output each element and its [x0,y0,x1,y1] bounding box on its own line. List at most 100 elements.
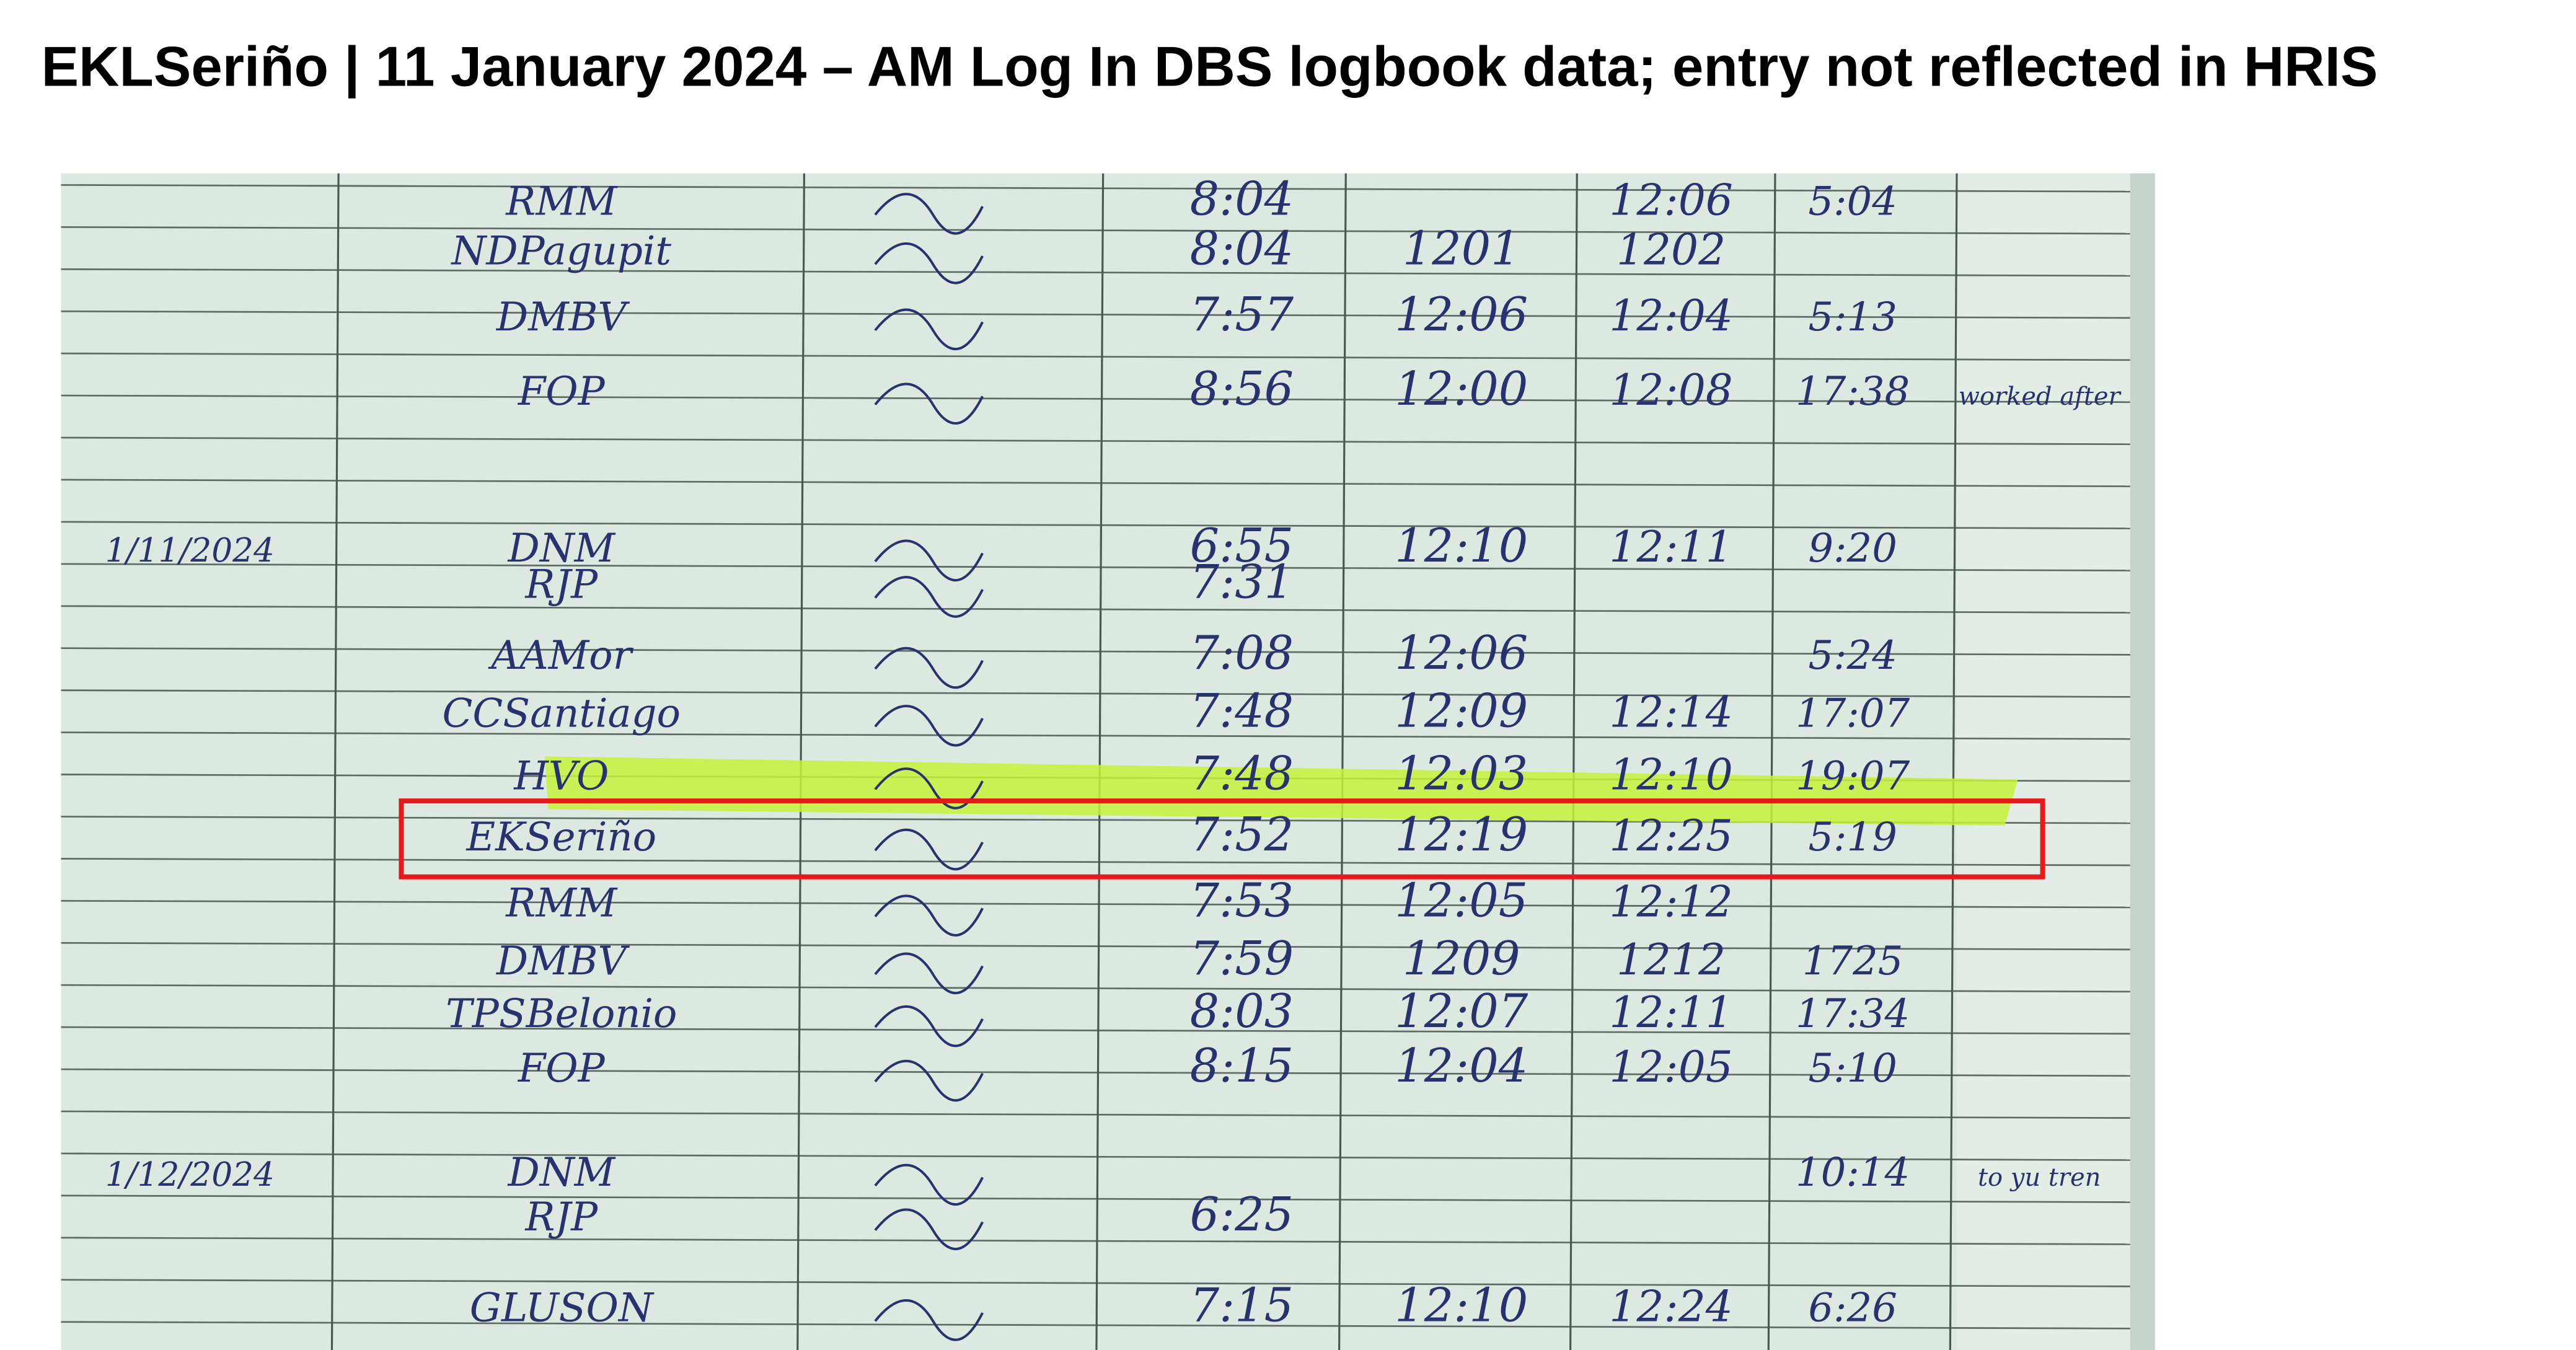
entry-am-in: 8:56 [1190,362,1294,416]
entry-am-out: 12:03 [1395,746,1528,800]
ruled-line [61,1068,2130,1077]
entry-remarks: to yu tren [1978,1163,2101,1192]
column-line [1095,173,1105,1350]
entry-am-in: 7:52 [1190,808,1294,862]
entry-pm-out: 6:26 [1808,1285,1897,1331]
entry-name: DNM [507,1150,615,1196]
entry-name: EKSeriño [465,814,656,860]
signature [874,704,984,747]
entry-am-in: 7:53 [1190,874,1294,928]
ruled-line [61,1194,2130,1203]
entry-pm-in: 12:04 [1609,291,1733,341]
ruled-line [61,605,2130,614]
entry-pm-in: 12:10 [1609,750,1733,800]
entry-pm-out: 5:04 [1808,179,1897,224]
entry-am-in: 7:31 [1190,555,1294,609]
entry-pm-in: 12:06 [1609,175,1733,225]
entry-pm-out: 10:14 [1796,1150,1910,1196]
entry-am-in: 7:08 [1190,626,1294,680]
entry-pm-out: 1725 [1802,938,1903,984]
highlight [545,756,2018,826]
entry-pm-out: 5:10 [1808,1046,1897,1092]
ruled-line [61,1026,2130,1035]
entry-date: 1/11/2024 [105,531,275,570]
signature [874,1208,984,1250]
entry-pm-in: 12:24 [1609,1282,1733,1331]
entry-name: CCSantiago [443,690,681,736]
entry-pm-in: 12:12 [1609,878,1733,927]
ruled-line [61,479,2130,487]
entry-am-in: 8:15 [1190,1039,1294,1093]
signature [874,828,984,871]
entry-am-in: 7:48 [1190,684,1294,738]
entry-am-out: 1209 [1403,932,1520,986]
ruling [61,173,2130,1350]
signature [874,539,984,581]
column-line [1949,173,1958,1350]
signature [874,242,984,285]
entry-am-in: 7:59 [1190,932,1294,986]
entry-name: DNM [507,526,615,571]
entry-am-out: 12:06 [1395,626,1528,680]
entry-am-in: 8:04 [1190,221,1294,275]
ruled-line [61,352,2130,361]
entry-pm-out: 5:13 [1808,294,1897,340]
entry-am-out: 12:05 [1395,874,1528,928]
entry-am-out: 12:10 [1395,519,1528,573]
ruled-line [61,1237,2130,1245]
entry-name: DMBV [496,294,630,340]
ruled-line [61,1279,2130,1287]
entry-am-in: 7:48 [1190,746,1294,800]
entry-pm-in: 12:25 [1609,811,1733,861]
entry-name: DMBV [496,938,630,984]
entry-am-in: 6:25 [1190,1188,1294,1242]
column-line [1767,173,1776,1350]
entry-am-in: 7:57 [1190,288,1294,342]
entry-name: FOP [518,1046,606,1092]
entry-am-out: 1201 [1403,221,1520,275]
entry-am-out: 12:07 [1395,984,1528,1038]
entry-pm-out: 17:38 [1796,369,1910,415]
ruled-line [61,268,2130,277]
signature [874,952,984,994]
ruled-line [61,436,2130,446]
ruled-line [61,310,2130,319]
signature [874,1059,984,1102]
ruled-line [61,689,2130,698]
entry-am-in: 6:55 [1190,519,1294,573]
signature [874,1299,984,1341]
entry-name: TPSBelonio [446,991,677,1037]
column-line [330,173,340,1350]
entry-name: GLUSON [470,1285,655,1331]
entry-name: RJP [524,562,598,607]
column-line [1338,173,1347,1350]
entry-pm-out: 5:19 [1808,814,1897,860]
entry-am-in: 8:03 [1190,984,1294,1038]
entry-pm-in: 1202 [1617,225,1726,275]
ruled-line [61,226,2130,235]
ruled-line [61,858,2130,867]
entry-am-in: 7:15 [1190,1278,1294,1332]
page-edge [2130,173,2155,1350]
entry-pm-in: 12:08 [1609,366,1733,415]
title: EKLSeriño | 11 January 2024 – AM Log In … [42,36,2378,99]
entry-name: FOP [518,369,606,415]
entry-name: RMM [505,179,618,224]
logbook-photo: RMM 8:04 12:06 5:04 NDPagupit 8:04 1201 1202 DMB… [61,172,2155,1350]
entry-pm-in: 12:05 [1609,1043,1733,1092]
ruled-line [61,984,2130,993]
entry-name: RMM [505,881,618,927]
entry-pm-in: 12:11 [1609,988,1733,1038]
signature [874,1005,984,1048]
entry-am-out: 12:19 [1395,808,1528,862]
entry-name: NDPagupit [451,228,672,274]
signature [874,193,984,235]
column-line [1569,173,1578,1350]
entry-am-in: 8:04 [1190,172,1294,226]
ruled-line [61,731,2130,740]
signature [874,576,984,618]
red-box [399,798,2045,880]
entry-date: 1/12/2024 [105,1155,275,1194]
entry-name: RJP [524,1194,598,1240]
